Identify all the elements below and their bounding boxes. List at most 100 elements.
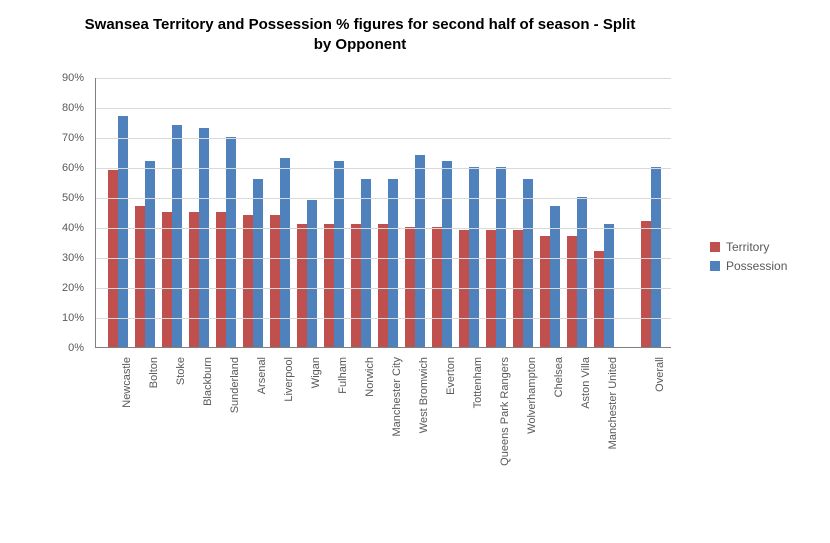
gridline [96, 258, 671, 259]
x-category-label: Manchester City [391, 357, 403, 436]
bar-group [428, 78, 455, 347]
bar-group [563, 78, 590, 347]
bar-group [482, 78, 509, 347]
legend-swatch [710, 242, 720, 252]
gridline [96, 288, 671, 289]
bar-group [131, 78, 158, 347]
bar-group [185, 78, 212, 347]
plot-area [95, 78, 671, 348]
y-tick-label: 10% [62, 312, 84, 324]
legend-label: Possession [726, 259, 787, 273]
bar [243, 215, 253, 347]
bar [523, 179, 533, 347]
bar [118, 116, 128, 347]
bar [145, 161, 155, 347]
bar [351, 224, 361, 347]
gridline [96, 198, 671, 199]
bar [651, 167, 661, 347]
bar [388, 179, 398, 347]
gridline [96, 318, 671, 319]
x-category-label: Fulham [337, 357, 349, 394]
y-tick-label: 20% [62, 282, 84, 294]
bar-group [374, 78, 401, 347]
x-category-label: Tottenham [472, 357, 484, 408]
bar-group [509, 78, 536, 347]
gridline [96, 138, 671, 139]
bar-group [637, 78, 664, 347]
bar [432, 227, 442, 347]
bar [641, 221, 651, 347]
y-tick-label: 80% [62, 102, 84, 114]
bar [199, 128, 209, 347]
bar [442, 161, 452, 347]
y-tick-label: 50% [62, 192, 84, 204]
gridline [96, 168, 671, 169]
bar [270, 215, 280, 347]
x-category-label: Liverpool [283, 357, 295, 402]
x-category-label: Bolton [148, 357, 160, 388]
bar [540, 236, 550, 347]
bar [189, 212, 199, 347]
bar [405, 227, 415, 347]
bar-group [293, 78, 320, 347]
x-axis: Newcastle Bolton Stoke Blackburn Sunderland A… [95, 352, 671, 532]
bar-group [104, 78, 131, 347]
bar [307, 200, 317, 347]
y-tick-label: 70% [62, 132, 84, 144]
bar-group [320, 78, 347, 347]
x-category-label: Sunderland [229, 357, 241, 413]
legend-item: Possession [710, 259, 820, 273]
x-category-label: Arsenal [256, 357, 268, 394]
x-category-label: Queens Park Rangers [499, 357, 511, 466]
y-axis: 0%10%20%30%40%50%60%70%80%90% [40, 78, 90, 348]
bar-group [239, 78, 266, 347]
y-tick-label: 60% [62, 162, 84, 174]
bar [297, 224, 307, 347]
x-category-label: West Bromwich [418, 357, 430, 433]
bar [604, 224, 614, 347]
bar [469, 167, 479, 347]
bar-group [266, 78, 293, 347]
x-category-label: Blackburn [202, 357, 214, 406]
y-tick-label: 90% [62, 72, 84, 84]
x-category-label: Chelsea [553, 357, 565, 397]
bar [594, 251, 604, 347]
gridline [96, 108, 671, 109]
bar-group [212, 78, 239, 347]
bar [324, 224, 334, 347]
bar [334, 161, 344, 347]
gridline [96, 78, 671, 79]
bars-area [96, 78, 671, 347]
x-category-label: Norwich [364, 357, 376, 397]
x-category-label: Everton [445, 357, 457, 395]
y-tick-label: 30% [62, 252, 84, 264]
x-category-label: Manchester United [607, 357, 619, 449]
x-category-label: Newcastle [121, 357, 133, 408]
x-category-label: Stoke [175, 357, 187, 385]
legend-swatch [710, 261, 720, 271]
x-category-label: Overall [654, 357, 666, 392]
bar-group [536, 78, 563, 347]
bar-group [590, 78, 617, 347]
x-category-label: Wolverhampton [526, 357, 538, 434]
bar [361, 179, 371, 347]
bar-group [401, 78, 428, 347]
bar [216, 212, 226, 347]
bar [496, 167, 506, 347]
bar-group [455, 78, 482, 347]
bar-group [347, 78, 374, 347]
chart-title: Swansea Territory and Possession % figur… [40, 10, 680, 64]
bar [162, 212, 172, 347]
legend-item: Territory [710, 240, 820, 254]
bar [577, 197, 587, 347]
bar-group [158, 78, 185, 347]
x-category-label: Aston Villa [580, 357, 592, 409]
y-tick-label: 0% [68, 342, 84, 354]
bar [567, 236, 577, 347]
y-tick-label: 40% [62, 222, 84, 234]
chart-container: Swansea Territory and Possession % figur… [40, 10, 680, 530]
bar [378, 224, 388, 347]
bar [253, 179, 263, 347]
x-category-label: Wigan [310, 357, 322, 388]
gridline [96, 228, 671, 229]
